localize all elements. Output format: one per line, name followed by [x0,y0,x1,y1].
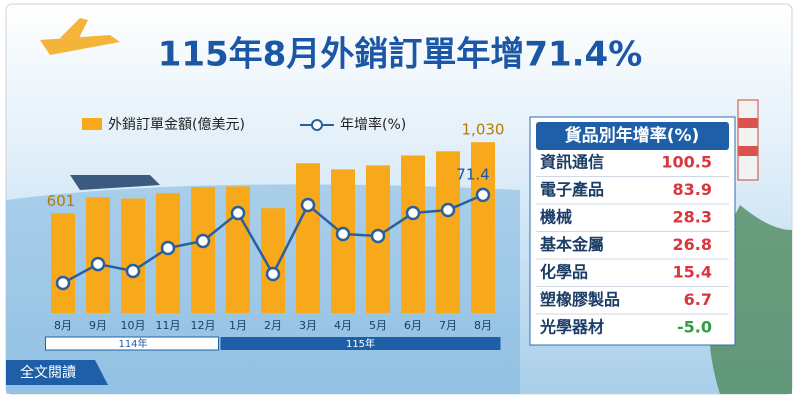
growth-value: 6.7 [684,290,712,309]
lighthouse-stripe [738,118,758,128]
lighthouse [737,99,759,181]
bar [226,186,250,313]
growth-value: 26.8 [673,235,712,254]
link-bg[interactable] [6,360,108,385]
growth-value: 15.4 [673,263,712,282]
bar-value-label: 601 [47,192,76,210]
x-tick-label: 11月 [156,319,181,332]
x-tick-label: 12月 [191,319,216,332]
rate-marker [300,197,316,213]
rate-value-label: 71.4 [456,165,489,183]
rate-marker [265,266,281,282]
x-tick-label: 8月 [474,319,492,332]
rate-marker [440,202,456,218]
rate-marker [90,256,106,272]
rate-marker [55,275,71,291]
legend-swatch [82,118,102,130]
legend-label: 年增率(%) [340,116,406,133]
category-name: 光學器材 [539,318,604,337]
x-tick-label: 4月 [334,319,352,332]
category-name: 資訊通信 [540,153,604,172]
rate-marker [160,240,176,256]
ship [70,175,160,190]
year-label: 114年 [118,337,147,350]
bar [436,151,460,313]
read-more[interactable]: 全文閱讀 [20,364,76,381]
bar [121,198,145,313]
legend-marker [311,119,323,131]
bar [471,142,495,313]
bar [191,187,215,313]
table-title: 貨品別年增率(%) [565,125,700,146]
category-name: 化學品 [540,263,588,282]
rate-marker [370,228,386,244]
category-name: 電子產品 [540,180,604,199]
rate-marker [195,233,211,249]
x-tick-label: 3月 [299,319,317,332]
rate-marker [335,226,351,242]
rate-marker [405,205,421,221]
x-tick-label: 10月 [121,319,146,332]
rate-marker [125,263,141,279]
growth-value: 100.5 [661,153,712,172]
plane [40,18,120,55]
x-tick-label: 7月 [439,319,457,332]
year-label: 115年 [346,337,375,350]
lighthouse-stripe [738,146,758,156]
growth-value: 28.3 [673,208,712,227]
bar [51,213,75,313]
year-box [220,337,501,350]
bar-value-label: 1,030 [462,121,505,139]
growth-value: -5.0 [677,318,712,337]
year-box [45,336,219,351]
rate-marker [475,187,491,203]
category-name: 機械 [540,208,572,227]
bar [296,163,320,313]
x-tick-label: 8月 [54,319,72,332]
x-tick-label: 2月 [264,319,282,332]
category-name: 塑橡膠製品 [540,290,620,309]
x-tick-label: 5月 [369,319,387,332]
bar [86,197,110,313]
legend-label: 外銷訂單金額(億美元) [108,117,245,133]
x-tick-label: 1月 [229,319,247,332]
bar [401,155,425,313]
table-header [536,122,729,150]
rate-marker [230,205,246,221]
x-tick-label: 9月 [89,319,107,332]
title: 115年8月外銷訂單年增71.4% [158,35,643,75]
growth-value: 83.9 [673,180,712,199]
x-tick-label: 6月 [404,319,422,332]
category-name: 基本金屬 [539,235,604,254]
